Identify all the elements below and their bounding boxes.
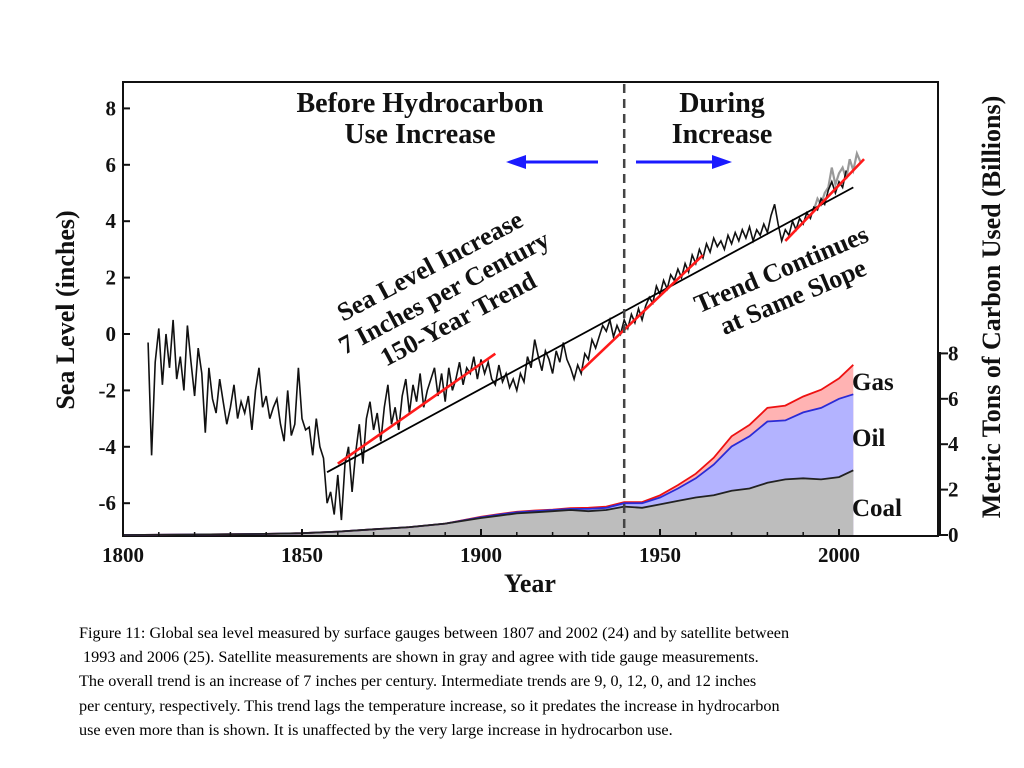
y-left-tick-label: 4 <box>106 209 117 233</box>
y-right-tick-label: 8 <box>948 341 959 365</box>
carbon-lines <box>122 364 854 536</box>
y-left-tick-label: 6 <box>106 153 117 177</box>
plot-frame <box>122 81 939 537</box>
during-title-line2: Increase <box>672 119 773 150</box>
x-axis-ticks: 1800 1850 1900 1950 2000 <box>102 529 860 567</box>
caption-line: Figure 11: Global sea level measured by … <box>79 624 790 642</box>
caption-line: 1993 and 2006 (25). Satellite measuremen… <box>79 648 759 667</box>
y-right-tick-label: 4 <box>948 432 959 456</box>
caption-line: use even more than is shown. It is unaff… <box>79 720 673 739</box>
legend-oil: Oil <box>852 425 885 452</box>
y-right-tick-label: 2 <box>948 478 959 502</box>
before-title-line2: Use Increase <box>344 119 495 150</box>
y-right-ticks: 0 2 4 6 8 <box>940 341 959 547</box>
right-arrow <box>636 155 732 169</box>
trend-lines <box>326 158 865 473</box>
y-right-tick-label: 6 <box>948 387 959 411</box>
x-tick-label: 1950 <box>639 543 681 567</box>
trend-150yr-line <box>326 186 854 473</box>
x-tick-label: 1800 <box>102 543 144 567</box>
sea-level-chart: Before Hydrocarbon Use Increase During I… <box>51 81 1006 598</box>
caption-line: The overall trend is an increase of 7 in… <box>79 672 757 691</box>
area-oil <box>123 394 854 535</box>
legend-gas: Gas <box>852 369 894 396</box>
y-left-tick-label: -2 <box>99 378 117 402</box>
x-tick-label: 1850 <box>281 543 323 567</box>
intermediate-trend-line-2 <box>580 254 704 372</box>
y-right-axis-title: Metric Tons of Carbon Used (Billions) <box>977 96 1006 519</box>
left-arrow <box>506 155 598 169</box>
intermediate-trend-line-3 <box>784 158 865 242</box>
x-tick-label: 1900 <box>460 543 502 567</box>
y-left-tick-label: 0 <box>106 322 117 346</box>
x-axis-title: Year <box>504 569 556 598</box>
y-left-tick-label: 2 <box>106 266 117 290</box>
y-left-axis-title: Sea Level (inches) <box>51 210 80 409</box>
gauge-line <box>147 170 847 521</box>
before-title-line1: Before Hydrocarbon <box>296 88 543 119</box>
y-left-tick-label: 8 <box>106 96 117 120</box>
line-coal <box>122 469 854 536</box>
y-left-tick-label: -4 <box>99 435 117 459</box>
gauge-series <box>147 170 847 521</box>
y-right-tick-label: 0 <box>948 523 959 547</box>
y-left-ticks: -6 -4 -2 0 2 4 6 8 <box>99 96 130 515</box>
intermediate-trend-line-1 <box>337 352 497 465</box>
y-left-tick-label: -6 <box>99 491 117 515</box>
legend-coal: Coal <box>852 495 902 522</box>
during-title-line1: During <box>679 88 765 119</box>
area-coal <box>123 470 854 535</box>
figure-caption: Figure 11: Global sea level measured by … <box>79 621 969 742</box>
caption-line: per century, respectively. This trend la… <box>79 696 780 715</box>
x-tick-label: 2000 <box>818 543 860 567</box>
